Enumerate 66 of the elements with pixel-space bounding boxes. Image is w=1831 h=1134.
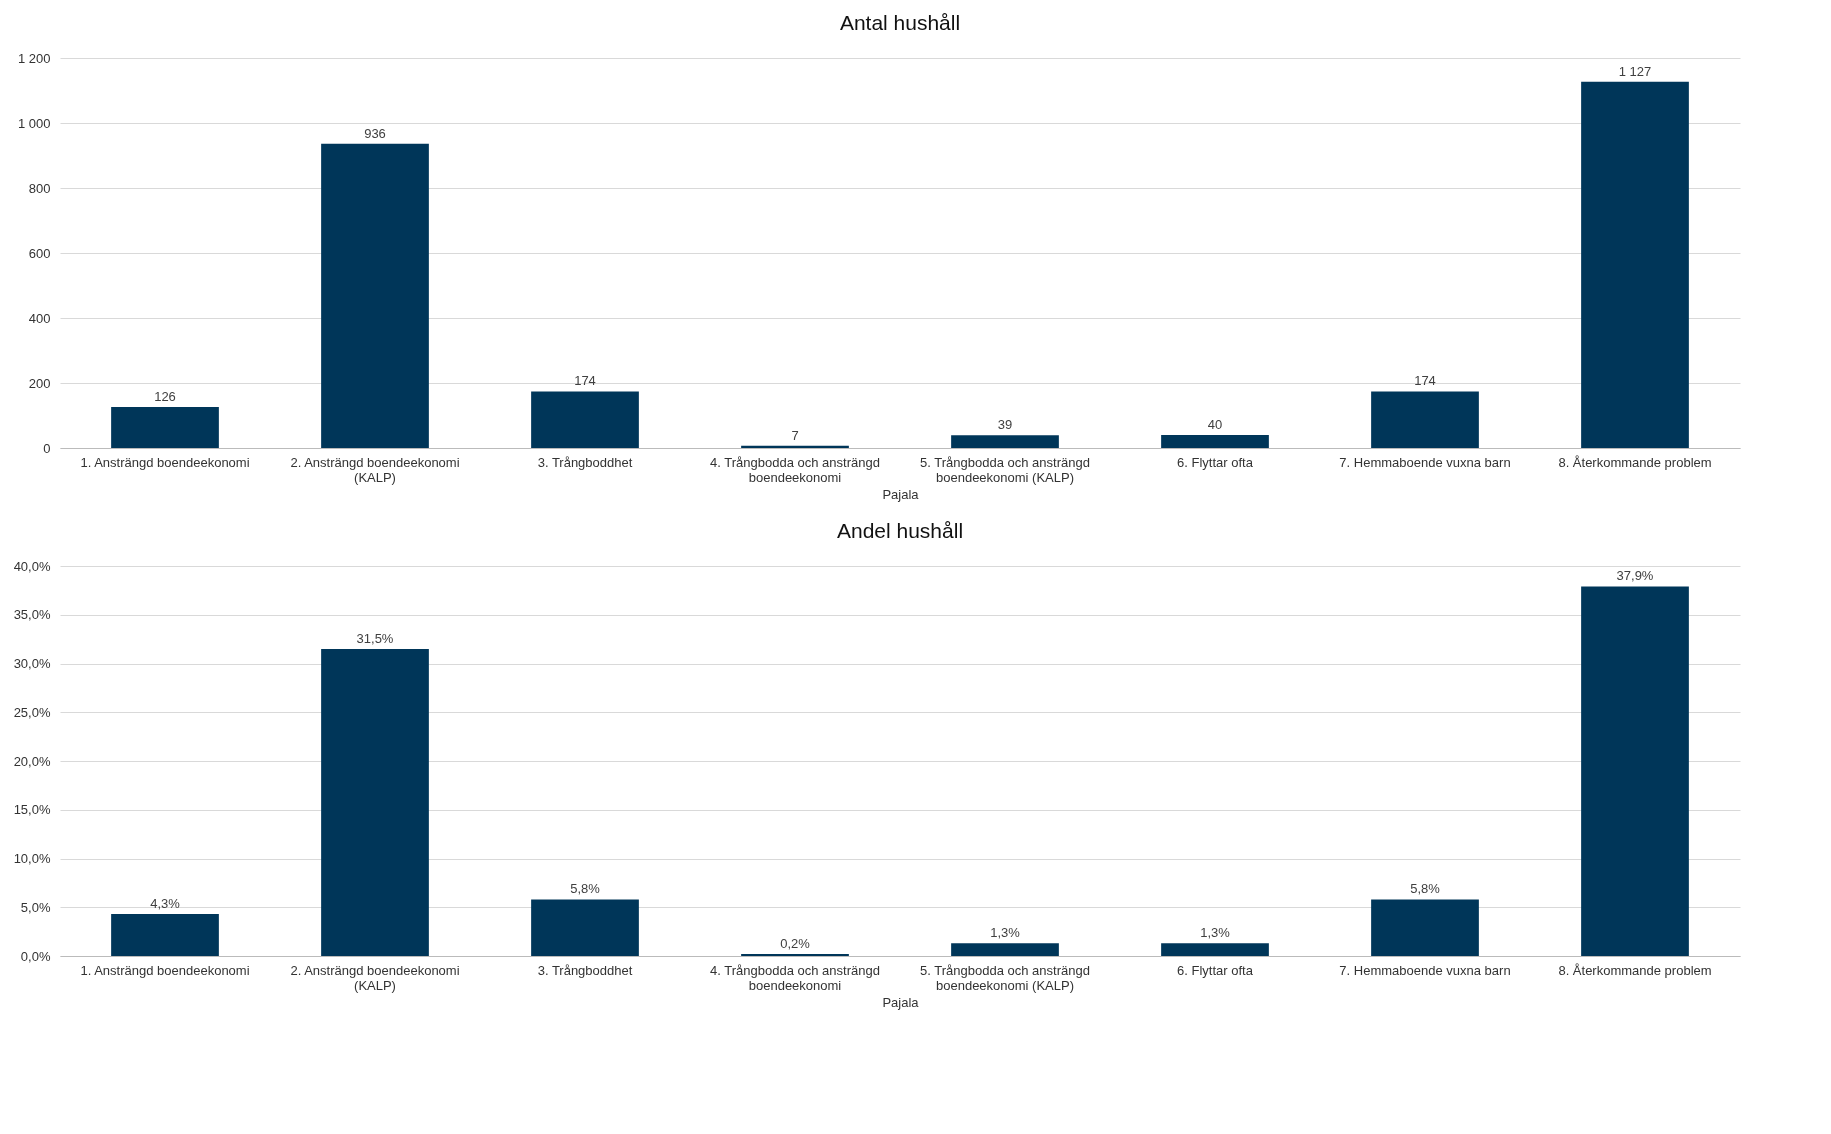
data-label: 174 (1414, 373, 1436, 389)
x-tick-label: 4. Trångbodda och ansträngd boendeekonomi (710, 962, 880, 993)
x-tick-label: 3. Trångboddhet (537, 962, 633, 978)
y-tick-label: 1 200 (17, 50, 51, 66)
data-label: 7 (791, 427, 799, 443)
y-tick-label: 0 (43, 440, 51, 456)
y-tick-label: 1 000 (17, 115, 51, 131)
data-label: 0,2% (780, 936, 811, 952)
chart-title: Antal hushåll (839, 11, 961, 34)
data-label: 1,3% (990, 925, 1021, 941)
bar (531, 899, 639, 956)
data-label: 936 (364, 125, 386, 141)
y-tick-label: 5,0% (20, 899, 51, 915)
bar (321, 648, 429, 956)
x-tick-label: 5. Trångbodda och ansträngd boendeekonomi (KALP) (920, 454, 1090, 485)
y-tick-label: 25,0% (13, 704, 51, 720)
data-label: 126 (154, 389, 176, 405)
data-label: 5,8% (570, 881, 601, 897)
x-tick-label: 2. Ansträngd boendeekonomi (KALP) (290, 962, 460, 993)
bar (1581, 586, 1689, 956)
y-tick-label: 35,0% (13, 607, 51, 623)
data-label: 37,9% (1616, 568, 1654, 584)
bar (1371, 391, 1479, 448)
chart-title: Andel hushåll (836, 519, 964, 542)
x-tick-label: 7. Hemmaboende vuxna barn (1339, 454, 1511, 470)
x-tick-label: 3. Trångboddhet (537, 454, 633, 470)
data-label: 1,3% (1200, 925, 1231, 941)
x-tick-label: 6. Flyttar ofta (1177, 962, 1254, 978)
x-tick-label: 8. Återkommande problem (1558, 962, 1712, 978)
y-tick-label: 15,0% (13, 802, 51, 818)
data-label: 4,3% (150, 896, 181, 912)
x-axis-title: Pajala (882, 486, 920, 502)
bar (1161, 435, 1269, 448)
x-tick-label: 7. Hemmaboende vuxna barn (1339, 962, 1511, 978)
y-tick-label: 40,0% (13, 558, 51, 574)
y-tick-label: 600 (28, 245, 51, 261)
x-tick-label: 4. Trångbodda och ansträngd boendeekonomi (710, 454, 880, 485)
data-label: 39 (997, 417, 1013, 433)
y-tick-label: 0,0% (20, 948, 51, 964)
bar (1371, 899, 1479, 956)
x-tick-label: 8. Återkommande problem (1558, 454, 1712, 470)
y-tick-label: 400 (28, 310, 51, 326)
data-label: 40 (1207, 417, 1223, 432)
bar (321, 143, 429, 448)
data-label: 174 (574, 373, 596, 389)
bar (111, 407, 219, 448)
bar (1581, 81, 1689, 448)
data-label: 5,8% (1410, 881, 1441, 897)
x-tick-label: 1. Ansträngd boendeekonomi (80, 962, 250, 978)
y-tick-label: 10,0% (13, 851, 51, 866)
data-label: 31,5% (356, 630, 394, 646)
bar (951, 435, 1059, 448)
x-axis-title: Pajala (882, 994, 920, 1010)
bar (531, 391, 639, 448)
y-tick-label: 20,0% (13, 753, 51, 769)
data-label: 1 127 (1618, 63, 1652, 79)
y-tick-label: 800 (28, 180, 51, 196)
x-tick-label: 1. Ansträngd boendeekonomi (80, 454, 250, 470)
y-tick-label: 200 (28, 375, 51, 391)
bar (951, 943, 1059, 956)
x-tick-label: 6. Flyttar ofta (1177, 454, 1254, 470)
bar (1161, 943, 1269, 956)
x-tick-label: 5. Trångbodda och ansträngd boendeekonomi (KALP) (920, 962, 1090, 993)
x-tick-label: 2. Ansträngd boendeekonomi (KALP) (290, 454, 460, 485)
y-tick-label: 30,0% (13, 656, 51, 671)
bar (111, 914, 219, 956)
